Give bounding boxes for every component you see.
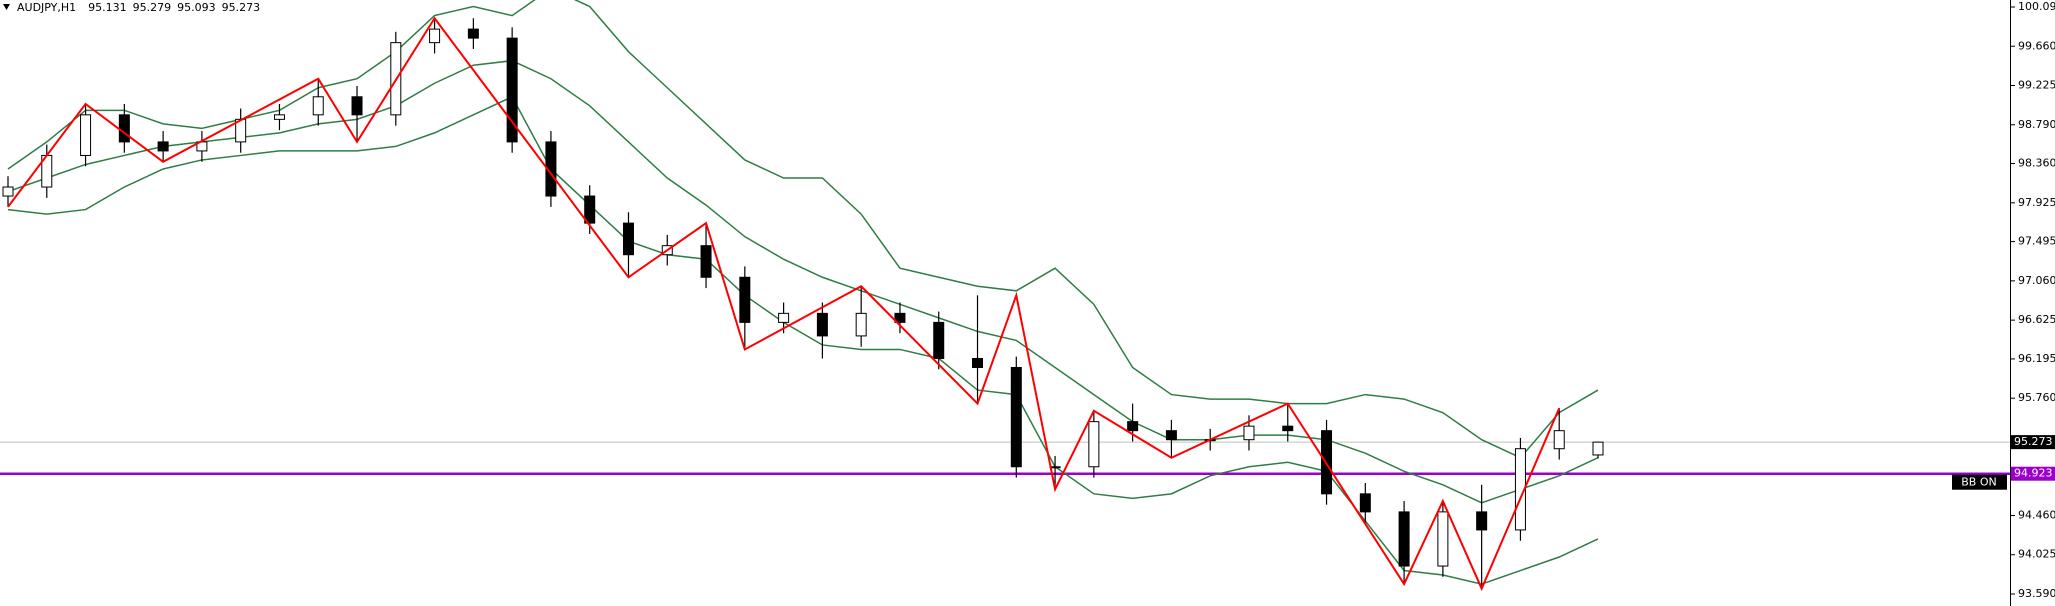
candle-body	[700, 245, 712, 278]
candle-body	[273, 114, 285, 120]
candle-body	[118, 114, 130, 143]
y-tick-label: 95.760	[2018, 391, 2055, 404]
y-tick-label: 98.360	[2018, 157, 2055, 170]
y-tick-label: 99.225	[2018, 79, 2055, 92]
candle-body	[1476, 511, 1488, 531]
candle-body	[778, 312, 790, 323]
line-price-box	[2011, 466, 2055, 481]
symbol: AUDJPY,H1	[17, 0, 77, 14]
bollinger-lower	[7, 95, 1599, 585]
bid-price-label: 95.273	[2014, 435, 2053, 448]
candle-body	[351, 96, 363, 116]
candle-body	[855, 312, 867, 337]
candle-body	[312, 96, 324, 116]
y-tick-label: 97.925	[2018, 196, 2055, 209]
candle-body	[1282, 425, 1294, 432]
y-tick-label: 96.195	[2018, 352, 2055, 365]
y-tick-label: 98.790	[2018, 118, 2055, 131]
candle-body	[816, 312, 828, 337]
candle-body	[80, 114, 92, 156]
annotation-box	[1952, 474, 2007, 490]
y-tick-label: 94.025	[2018, 548, 2055, 561]
zigzag-line	[7, 16, 1561, 592]
candle-body	[622, 222, 634, 256]
last-high: 95.279	[132, 0, 172, 14]
candle-body	[157, 141, 169, 152]
candle-body	[1088, 421, 1100, 468]
bid-price-box	[2011, 435, 2055, 450]
y-tick-label: 94.460	[2018, 508, 2055, 521]
last-low: 95.093	[177, 0, 216, 14]
candle-body	[584, 195, 596, 224]
y-tick-label: 97.495	[2018, 235, 2055, 248]
candle-body	[429, 28, 441, 44]
candle-body	[2, 186, 14, 197]
candle-body	[933, 321, 945, 359]
candle-body	[1243, 425, 1255, 441]
y-tick-label: 93.590	[2018, 587, 2055, 600]
chart-header: AUDJPY,H1 95.131 95.279 95.093 95.273	[2, 0, 260, 14]
candle-body	[1010, 367, 1022, 468]
plot-layer: BB ON	[0, 0, 2010, 592]
candle-body	[739, 276, 751, 323]
line-price-label: 94.923	[2014, 467, 2053, 480]
last-open: 95.131	[88, 0, 127, 14]
candle-body	[894, 312, 906, 323]
y-tick-label: 96.625	[2018, 313, 2055, 326]
candle-body	[1514, 448, 1526, 531]
bollinger-upper	[7, 0, 1599, 459]
plot-area	[0, 0, 2010, 606]
candle-body	[1592, 441, 1604, 456]
y-tick-label: 97.060	[2018, 274, 2055, 287]
candle-body	[1398, 511, 1410, 567]
y-tick-label: 99.660	[2018, 39, 2055, 52]
candle-body	[1437, 511, 1449, 567]
candle-body	[1359, 493, 1371, 513]
candle-body	[545, 141, 557, 197]
candle-body	[467, 28, 479, 39]
header-arrow	[3, 4, 10, 10]
candle-body	[972, 357, 984, 369]
candle-body	[1165, 430, 1177, 441]
candle-body	[506, 37, 518, 143]
bollinger-middle	[7, 59, 1599, 504]
last-close: 95.273	[221, 0, 261, 14]
annotation-label: BB ON	[1961, 476, 1996, 489]
candle-body	[1553, 430, 1565, 450]
y-tick-label: 100.095	[2018, 0, 2055, 13]
candle-body	[1127, 421, 1139, 432]
